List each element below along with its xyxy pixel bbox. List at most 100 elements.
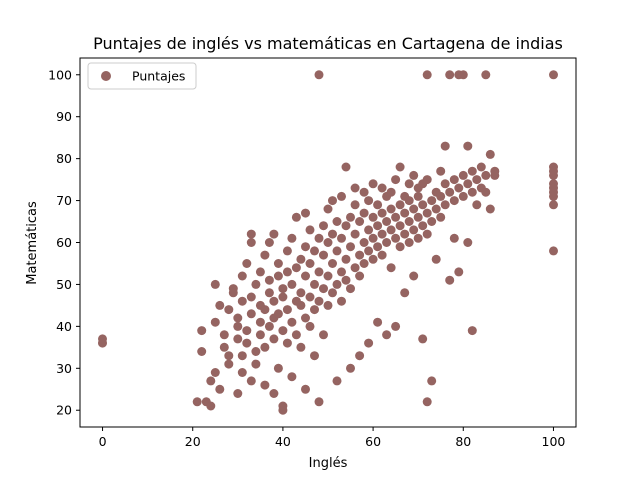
data-point [476,162,486,172]
data-point [467,187,477,197]
data-point [386,225,396,235]
x-axis-ticks: 0 20 40 60 80 100 [99,427,565,449]
data-point [359,208,369,218]
data-point [210,279,220,289]
data-point [377,208,387,218]
data-point [282,338,292,348]
x-tick-label: 0 [99,434,107,449]
data-point [291,212,301,222]
data-point [301,271,310,281]
data-point [400,229,410,239]
data-point [472,200,482,210]
data-point [549,200,558,210]
data-point [364,338,374,348]
data-point [355,271,365,281]
data-point [296,342,306,352]
data-point [323,238,333,247]
data-point [485,204,495,214]
data-point [197,347,207,356]
data-point [328,229,337,239]
data-point [282,246,292,256]
y-tick-label: 50 [56,277,72,292]
data-point [287,317,297,327]
data-point [368,254,378,264]
data-point [422,70,432,80]
data-point [346,363,355,373]
data-point [445,70,455,80]
data-point [404,196,414,206]
y-tick-label: 90 [56,109,72,124]
data-point [427,196,437,206]
data-point [296,254,306,264]
data-point [364,196,374,206]
chart-title: Puntajes de inglés vs matemáticas en Car… [93,34,563,53]
data-point [355,351,365,361]
data-point [422,397,432,407]
data-point [454,183,464,193]
data-point [287,279,297,289]
data-point [215,300,225,310]
points-layer [98,70,558,415]
data-point [404,217,414,226]
x-tick-label: 60 [365,434,381,449]
data-point [391,175,401,185]
data-point [436,212,446,222]
data-point [251,347,261,356]
data-point [296,300,306,310]
x-tick-label: 80 [455,434,471,449]
data-point [359,238,369,247]
data-point [269,389,279,398]
data-point [251,279,261,289]
data-point [350,229,360,239]
data-point [237,351,247,361]
data-point [197,326,207,336]
data-point [440,179,450,189]
data-point [409,225,419,235]
data-point [377,250,387,260]
data-point [454,267,464,277]
data-point [301,242,310,252]
data-point [549,191,558,201]
data-point [233,321,243,331]
data-point [219,330,229,340]
data-point [314,233,324,243]
data-point [219,342,229,352]
data-point [341,254,351,264]
data-point [269,229,279,239]
y-tick-label: 70 [56,193,72,208]
data-point [314,70,324,80]
data-point [404,238,414,247]
data-point [337,233,346,243]
data-point [323,271,333,281]
data-point [246,238,256,247]
data-point [409,170,419,180]
data-point [382,330,392,340]
legend: Puntajes [87,62,197,90]
data-point [314,397,324,407]
data-point [449,196,459,206]
data-point [301,208,310,218]
data-point [373,317,383,327]
data-point [368,233,378,243]
data-point [463,141,473,151]
data-point [332,376,342,386]
data-point [346,212,355,222]
data-point [467,166,477,176]
data-point [278,326,288,336]
y-tick-label: 60 [56,235,72,250]
x-tick-label: 40 [275,434,291,449]
data-point [328,196,337,206]
data-point [341,275,351,285]
data-point [413,191,423,201]
data-point [282,267,292,277]
data-point [422,208,432,218]
data-point [291,263,301,273]
data-point [391,212,401,222]
data-point [458,191,468,201]
data-point [287,233,297,243]
data-point [210,317,220,327]
data-point [346,284,355,294]
data-point [472,175,482,185]
x-tick-label: 20 [185,434,201,449]
data-point [332,217,342,226]
